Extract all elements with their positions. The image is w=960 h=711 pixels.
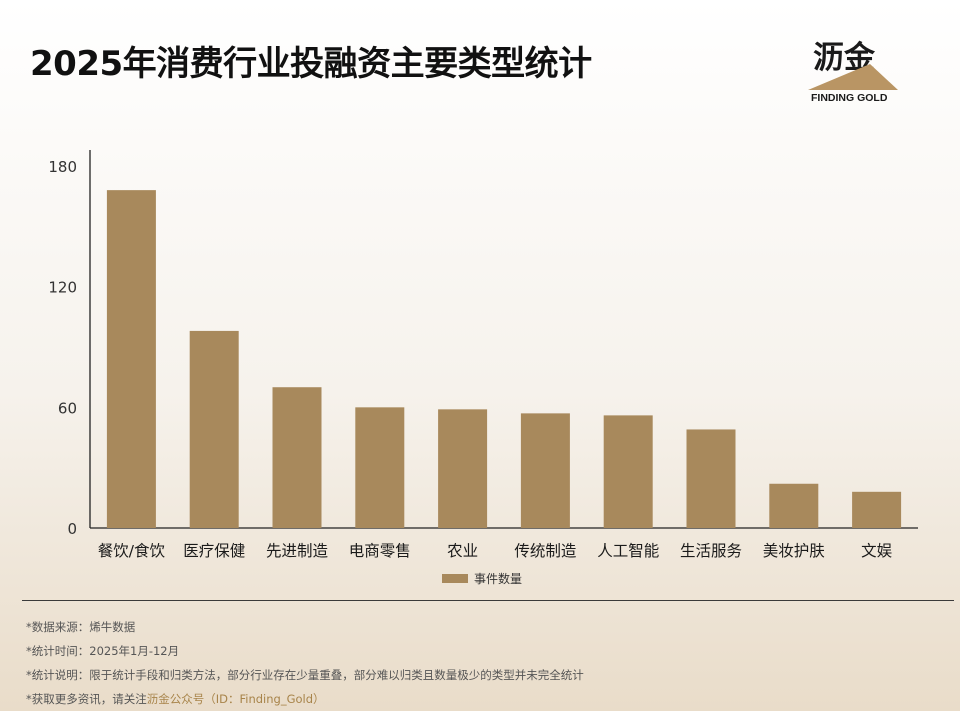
x-tick-label: 人工智能	[597, 542, 659, 560]
y-tick-label: 0	[67, 520, 77, 538]
bar	[603, 415, 653, 528]
bar	[520, 413, 570, 528]
gold-triangle-icon	[808, 64, 898, 90]
y-tick-label: 180	[48, 158, 77, 176]
legend-swatch	[442, 574, 468, 583]
x-tick-label: 传统制造	[514, 542, 577, 560]
footer-divider	[22, 600, 954, 601]
x-tick-label: 生活服务	[680, 542, 742, 560]
x-tick-label: 美妆护肤	[763, 542, 826, 560]
y-tick-label: 120	[48, 279, 77, 297]
bar	[438, 409, 488, 528]
bar	[355, 407, 405, 528]
chart-title: 2025年消费行业投融资主要类型统计	[30, 44, 592, 84]
bar	[769, 483, 819, 528]
bar-chart: 0 60 120 180 餐饮/食饮 医疗保健 先进制造 电商零售 农业 传统制造 人工智能 生活服务…	[48, 150, 918, 586]
x-tick-label: 餐饮/食饮	[98, 542, 166, 560]
x-tick-label: 医疗保健	[183, 542, 245, 560]
brand-logo: 沥金 FINDING GOLD	[808, 30, 900, 106]
x-tick-label: 农业	[447, 542, 478, 560]
x-tick-label: 先进制造	[266, 542, 329, 560]
bar	[189, 330, 239, 528]
footer-note: *统计说明：限于统计手段和归类方法，部分行业存在少量重叠，部分难以归类且数量极少…	[26, 668, 584, 682]
footer-source: *数据来源：烯牛数据	[26, 620, 136, 634]
brand-name-en: FINDING GOLD	[811, 92, 888, 104]
bar	[852, 491, 902, 528]
x-tick-label: 文娱	[861, 542, 892, 560]
footer-period: *统计时间：2025年1月-12月	[26, 644, 180, 658]
footer-notes: *数据来源：烯牛数据 *统计时间：2025年1月-12月 *统计说明：限于统计手…	[26, 615, 584, 711]
legend-label: 事件数量	[474, 571, 522, 586]
footer-follow-link[interactable]: 沥金公众号（ID：Finding_Gold）	[146, 692, 325, 706]
footer-follow: *获取更多资讯，请关注沥金公众号（ID：Finding_Gold）	[26, 692, 325, 706]
bar	[106, 190, 156, 528]
y-tick-label: 60	[58, 399, 77, 417]
bar	[686, 429, 736, 528]
bar	[272, 387, 322, 528]
x-tick-label: 电商零售	[349, 542, 411, 560]
